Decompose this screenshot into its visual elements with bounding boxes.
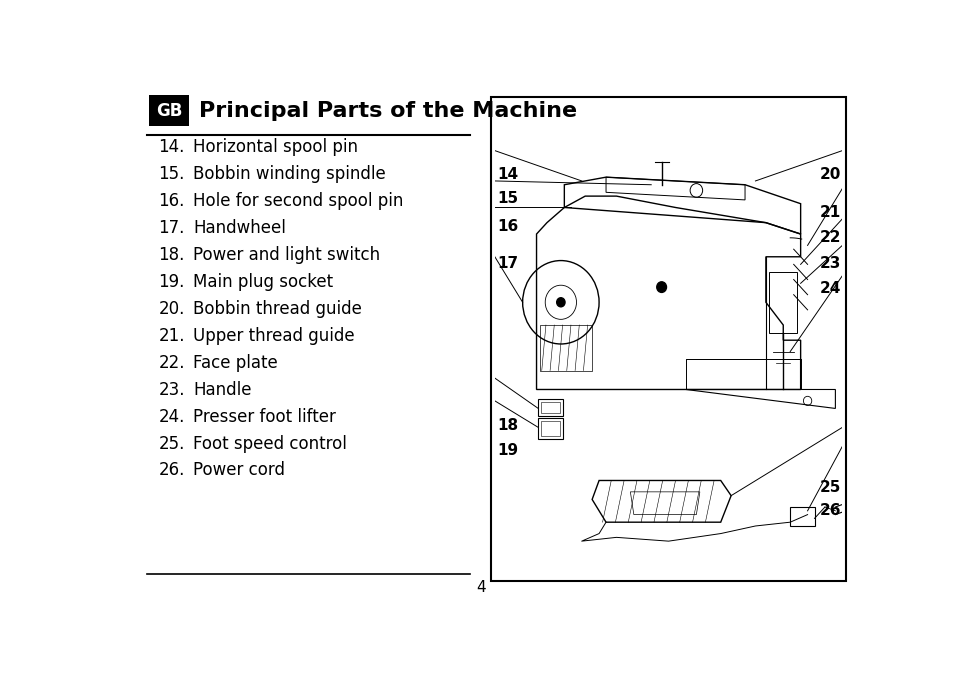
Bar: [491, 98, 845, 581]
Text: Power and light switch: Power and light switch: [193, 246, 380, 264]
Text: 22: 22: [819, 229, 840, 245]
Text: Face plate: Face plate: [193, 354, 277, 371]
Text: 17.: 17.: [158, 219, 185, 237]
Text: Upper thread guide: Upper thread guide: [193, 326, 355, 345]
Text: 25.: 25.: [158, 435, 185, 452]
Text: Main plug socket: Main plug socket: [193, 273, 333, 291]
Text: 15: 15: [497, 191, 518, 207]
Text: Principal Parts of the Machine: Principal Parts of the Machine: [199, 102, 577, 121]
Text: 23.: 23.: [158, 381, 185, 398]
Text: GB: GB: [155, 102, 182, 120]
Text: 17: 17: [497, 256, 518, 271]
Text: 23: 23: [819, 256, 840, 271]
Text: 25: 25: [819, 480, 840, 495]
Text: 19.: 19.: [158, 273, 185, 291]
Text: Foot speed control: Foot speed control: [193, 435, 347, 452]
Text: 24: 24: [819, 281, 840, 295]
Text: 14.: 14.: [158, 138, 185, 156]
Text: Horizontal spool pin: Horizontal spool pin: [193, 138, 357, 156]
Text: 15.: 15.: [158, 165, 185, 183]
Text: 21: 21: [819, 205, 840, 220]
Text: 26.: 26.: [158, 462, 185, 479]
Text: Hole for second spool pin: Hole for second spool pin: [193, 192, 403, 210]
Text: Bobbin winding spindle: Bobbin winding spindle: [193, 165, 386, 183]
Bar: [149, 96, 190, 127]
Text: 18: 18: [497, 418, 518, 433]
Text: 16.: 16.: [158, 192, 185, 210]
Text: 19: 19: [497, 443, 518, 458]
Text: 26: 26: [819, 503, 840, 518]
Text: 20.: 20.: [158, 299, 185, 318]
Text: 20: 20: [819, 166, 840, 182]
Text: 14: 14: [497, 166, 518, 182]
Text: 16: 16: [497, 219, 518, 234]
Text: Power cord: Power cord: [193, 462, 285, 479]
Text: Handwheel: Handwheel: [193, 219, 286, 237]
Text: 4: 4: [476, 580, 486, 595]
Text: 18.: 18.: [158, 246, 185, 264]
Text: Handle: Handle: [193, 381, 252, 398]
Text: 21.: 21.: [158, 326, 185, 345]
Text: 22.: 22.: [158, 354, 185, 371]
Text: Bobbin thread guide: Bobbin thread guide: [193, 299, 362, 318]
Text: Presser foot lifter: Presser foot lifter: [193, 408, 335, 425]
Text: 24.: 24.: [158, 408, 185, 425]
